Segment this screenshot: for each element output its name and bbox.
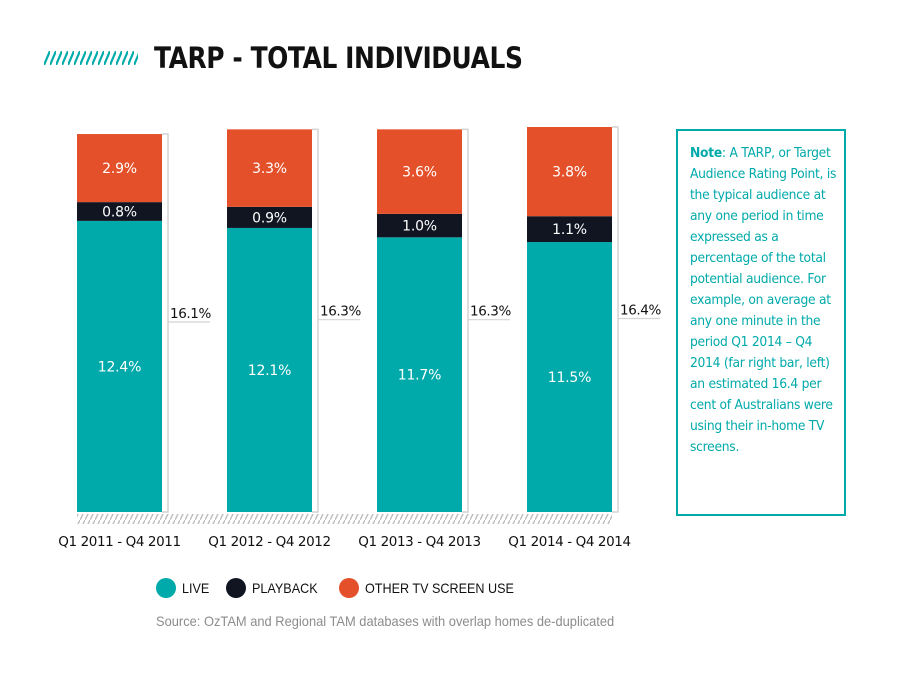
bar-playback-2 (377, 213, 462, 238)
note-box: Note: A TARP, or Target Audience Rating … (676, 129, 846, 516)
total-label-3: 16.4% (620, 303, 661, 319)
bar-other-1 (227, 129, 312, 207)
bar-live-0 (77, 220, 162, 512)
bar-live-3 (527, 242, 612, 512)
legend-label-live: LIVE (182, 580, 210, 596)
legend-item-live: LIVE (156, 578, 212, 598)
total-bracket-1 (312, 128, 319, 513)
total-label-2: 16.3% (470, 304, 511, 320)
x-tick-label-3: Q1 2014 - Q4 2014 (508, 534, 630, 550)
total-label-1: 16.3% (320, 304, 361, 320)
total-bracket-3 (612, 126, 619, 513)
legend-swatch-other (339, 578, 360, 598)
total-label-0: 16.1% (170, 306, 211, 322)
baseline-hatch (77, 514, 612, 524)
bar-playback-0 (77, 202, 162, 221)
data-label-other-0: 2.9% (102, 161, 137, 177)
note-body: : A TARP, or Target Audience Rating Poin… (690, 146, 837, 455)
data-label-live-0: 12.4% (98, 359, 141, 375)
bar-live-2 (377, 237, 462, 512)
legend-label-other: OTHER TV SCREEN USE (365, 580, 515, 596)
source-note: Source: OzTAM and Regional TAM databases… (156, 613, 615, 629)
legend: LIVE PLAYBACK OTHER TV SCREEN USE (156, 578, 545, 598)
data-label-playback-3: 1.1% (552, 222, 587, 238)
data-label-playback-1: 0.9% (252, 210, 287, 226)
data-label-live-2: 11.7% (398, 368, 441, 384)
total-bracket-2 (462, 128, 469, 513)
bar-playback-3 (527, 216, 612, 243)
legend-swatch-live (156, 578, 176, 598)
bar-other-2 (377, 129, 462, 214)
legend-item-playback: PLAYBACK (226, 578, 325, 598)
note-text: Note: A TARP, or Target Audience Rating … (690, 143, 843, 458)
data-label-live-3: 11.5% (548, 370, 591, 386)
x-tick-label-1: Q1 2012 - Q4 2012 (208, 534, 330, 550)
data-label-other-2: 3.6% (402, 165, 437, 181)
bar-live-1 (227, 227, 312, 512)
x-tick-label-2: Q1 2013 - Q4 2013 (358, 534, 480, 550)
legend-item-other: OTHER TV SCREEN USE (339, 578, 530, 598)
data-label-other-3: 3.8% (552, 165, 587, 181)
title-area: TARP - TOTAL INDIVIDUALS (44, 38, 582, 78)
data-label-other-1: 3.3% (252, 161, 287, 177)
total-bracket-0 (162, 133, 169, 513)
bar-other-3 (527, 127, 612, 217)
data-label-playback-0: 0.8% (102, 205, 137, 221)
data-label-live-1: 12.1% (248, 363, 291, 379)
data-label-playback-2: 1.0% (402, 219, 437, 235)
bar-other-0 (77, 134, 162, 203)
note-label: Note (690, 146, 722, 161)
legend-swatch-playback (226, 578, 247, 598)
hatch-icon (44, 51, 138, 65)
x-tick-label-0: Q1 2011 - Q4 2011 (58, 534, 180, 550)
legend-label-playback: PLAYBACK (252, 580, 318, 596)
page-title: TARP - TOTAL INDIVIDUALS (154, 41, 523, 75)
bar-playback-1 (227, 206, 312, 228)
